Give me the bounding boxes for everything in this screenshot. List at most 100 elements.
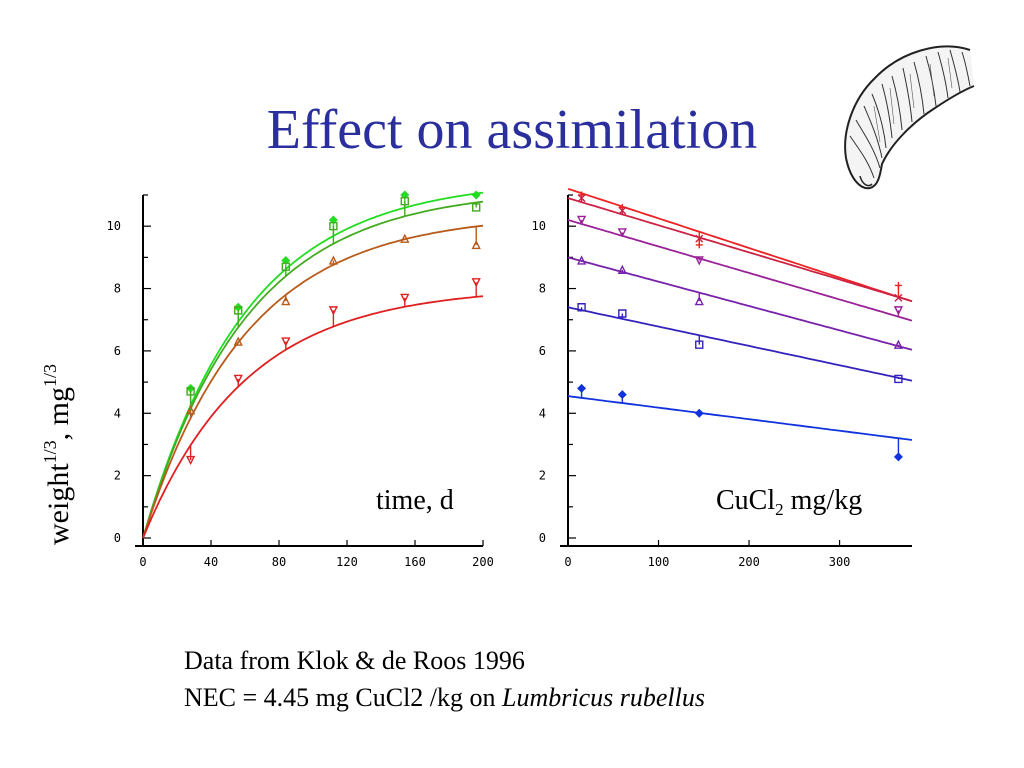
data-point <box>233 374 243 385</box>
y-tick-label: 4 <box>114 406 121 420</box>
fit-line <box>567 219 913 322</box>
caption-line-1: Data from Klok & de Roos 1996 <box>184 646 525 675</box>
data-point <box>328 255 339 265</box>
series-3 <box>567 255 913 351</box>
data-point <box>281 255 291 265</box>
y-tick-label: 0 <box>114 531 121 545</box>
data-point <box>471 190 481 200</box>
data-point <box>577 303 586 312</box>
x-tick-label: 100 <box>648 555 670 569</box>
data-point <box>576 255 587 265</box>
data-point <box>400 233 410 243</box>
data-point <box>281 262 290 271</box>
caption-line-2-prefix: NEC = 4.45 mg CuCl2 /kg on <box>184 683 503 712</box>
x-tick-label: 200 <box>738 555 760 569</box>
fit-line <box>567 395 913 441</box>
y-tick-label: 0 <box>539 531 546 545</box>
data-point <box>328 306 339 316</box>
data-point <box>328 215 338 225</box>
data-point <box>694 408 704 418</box>
data-point <box>577 383 587 393</box>
y-axis-label-sup1: 1/3 <box>40 440 60 464</box>
x-tick-label: 300 <box>829 555 851 569</box>
series-2 <box>142 224 484 539</box>
data-point <box>400 190 410 200</box>
y-tick-label: 6 <box>114 344 121 358</box>
data-point <box>400 293 410 303</box>
data-point <box>186 387 195 396</box>
x-tick-label: 0 <box>564 555 571 569</box>
fit-line <box>567 306 913 382</box>
chart-growth-vs-time: 0 2 4 6 8 10 0 40 80 120 160 200 <box>107 190 494 569</box>
data-point <box>894 281 902 289</box>
data-point <box>695 340 704 349</box>
y-tick-label: 10 <box>107 219 121 233</box>
data-point <box>617 228 627 238</box>
earthworm-illustration <box>844 45 975 190</box>
y-tick-label: 4 <box>539 406 546 420</box>
fit-line <box>142 295 484 539</box>
y-tick-label: 6 <box>539 344 546 358</box>
x-tick-label: 160 <box>404 555 426 569</box>
x-axis-label-cucl2-unit: mg/kg <box>783 485 863 516</box>
x-axis-label-cucl2-base: CuCl <box>716 485 776 516</box>
y-tick-label: 2 <box>114 469 121 483</box>
caption: Data from Klok & de Roos 1996 NEC = 4.45… <box>184 642 705 716</box>
data-point <box>893 452 903 462</box>
data-point <box>694 295 704 306</box>
data-point <box>694 256 704 266</box>
data-point <box>576 215 587 226</box>
fit-line <box>567 197 913 303</box>
series-3 <box>142 278 484 539</box>
data-point <box>233 336 243 346</box>
y-tick-label: 10 <box>532 219 546 233</box>
y-axis-label-sup2: 1/3 <box>40 363 60 387</box>
series-5 <box>567 383 913 462</box>
data-point <box>185 455 196 466</box>
x-axis-label-cucl2: CuCl2 mg/kg <box>716 485 862 520</box>
caption-species: Lumbricus rubellus <box>502 683 705 712</box>
data-point <box>577 194 586 203</box>
data-point <box>281 295 291 306</box>
data-point <box>695 241 703 249</box>
data-point <box>400 197 409 206</box>
fit-line <box>142 200 484 539</box>
fit-line <box>142 224 484 539</box>
x-tick-label: 40 <box>204 555 218 569</box>
x-tick-label: 0 <box>139 555 146 569</box>
x-axis-label-time: time, d <box>376 485 454 516</box>
fit-line <box>142 191 484 539</box>
data-point <box>617 390 627 400</box>
y-tick-label: 2 <box>539 469 546 483</box>
data-point <box>695 234 704 243</box>
series-1 <box>142 197 484 539</box>
data-point <box>893 339 904 349</box>
data-point <box>234 306 243 315</box>
data-point <box>185 405 196 415</box>
series-1 <box>567 194 913 303</box>
series-0 <box>567 187 913 303</box>
data-point <box>329 221 338 231</box>
data-point <box>471 278 481 288</box>
caption-line-2: NEC = 4.45 mg CuCl2 /kg on Lumbricus rub… <box>184 679 705 716</box>
x-axis-label-cucl2-sub: 2 <box>775 500 784 519</box>
y-tick-label: 8 <box>539 282 546 296</box>
page-title: Effect on assimilation <box>266 99 758 161</box>
y-axis-label: weight1/3, mg1/3 <box>40 364 76 545</box>
data-point <box>893 306 904 316</box>
data-point <box>471 239 481 250</box>
data-point <box>617 264 627 275</box>
data-point <box>472 203 481 212</box>
x-tick-label: 80 <box>272 555 286 569</box>
y-axis-label-sep: , mg <box>42 386 75 441</box>
data-point <box>618 309 627 318</box>
data-point <box>618 206 627 215</box>
y-axis-label-text: weight <box>42 463 75 545</box>
data-point <box>894 374 903 384</box>
series-4 <box>567 303 913 384</box>
y-tick-label: 8 <box>114 282 121 296</box>
fit-line <box>567 187 913 303</box>
x-tick-label: 120 <box>336 555 358 569</box>
